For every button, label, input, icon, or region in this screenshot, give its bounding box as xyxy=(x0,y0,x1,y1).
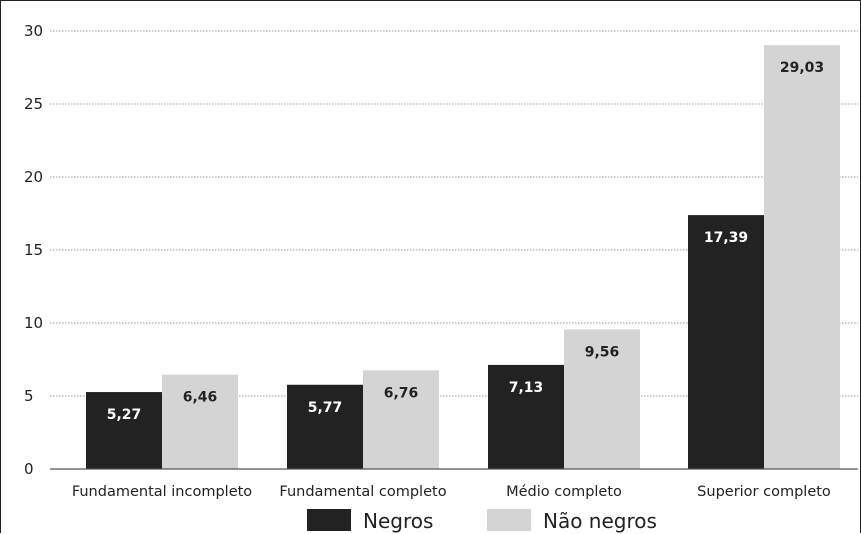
bars: 5,27 6,46 5,77 6,76 7,13 9,56 17,39 29,03 xyxy=(86,45,840,470)
y-tick-label: 0 xyxy=(24,460,34,478)
bar xyxy=(764,45,840,470)
data-label: 6,76 xyxy=(384,385,419,401)
category-labels: Fundamental incompleto Fundamental comple… xyxy=(72,484,831,500)
y-tick-label: 25 xyxy=(24,95,43,113)
y-tick-label: 30 xyxy=(24,22,43,40)
data-label: 29,03 xyxy=(780,60,824,76)
y-tick-label: 20 xyxy=(24,168,43,186)
data-label: 6,46 xyxy=(183,390,218,406)
category-label: Superior completo xyxy=(697,484,831,500)
bar xyxy=(86,392,162,469)
data-label: 9,56 xyxy=(585,344,620,360)
legend-label: Negros xyxy=(363,509,433,533)
bar xyxy=(488,364,564,469)
legend-label: Não negros xyxy=(543,509,657,533)
category-label: Médio completo xyxy=(506,484,622,500)
y-tick-label: 5 xyxy=(24,387,34,405)
y-axis-ticks: 0 5 10 15 20 25 30 xyxy=(24,22,43,478)
legend-swatch xyxy=(307,509,351,531)
bar xyxy=(688,215,764,469)
data-label: 7,13 xyxy=(509,380,544,396)
category-label: Fundamental completo xyxy=(279,484,446,500)
bar xyxy=(564,329,640,469)
category-label: Fundamental incompleto xyxy=(72,484,252,500)
legend: Negros Não negros xyxy=(307,509,657,533)
y-tick-label: 15 xyxy=(24,241,43,259)
bar xyxy=(287,384,363,469)
legend-swatch xyxy=(487,509,531,531)
bar xyxy=(363,370,439,469)
data-label: 5,27 xyxy=(107,407,142,423)
data-label: 17,39 xyxy=(704,230,748,246)
y-tick-label: 10 xyxy=(24,314,43,332)
data-label: 5,77 xyxy=(308,400,343,416)
bar xyxy=(162,374,238,469)
